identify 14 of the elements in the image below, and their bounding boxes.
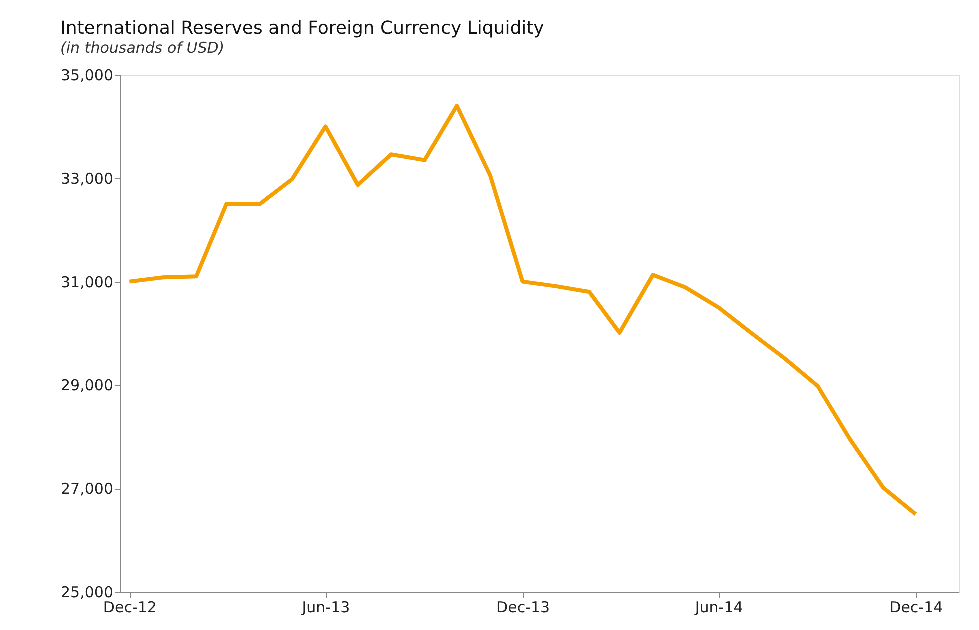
chart-subtitle: (in thousands of USD): [60, 39, 225, 57]
y-tick-label: 35,000: [61, 66, 114, 84]
y-tick-label: 33,000: [61, 170, 114, 188]
x-tick-label: Dec-14: [890, 598, 944, 616]
y-tick-label: 27,000: [61, 480, 114, 498]
y-tick-label: 31,000: [61, 273, 114, 292]
line-series: [128, 104, 918, 516]
y-tick-label: 29,000: [61, 376, 114, 395]
chart-title: International Reserves and Foreign Currency Liquidity: [60, 18, 545, 39]
x-tick-label: Dec-12: [103, 598, 157, 616]
x-tick-label: Dec-13: [496, 598, 550, 616]
x-tick-label: Jun-14: [694, 598, 744, 616]
x-tick-label: Jun-13: [301, 598, 350, 616]
y-tick-label: 25,000: [61, 584, 114, 602]
